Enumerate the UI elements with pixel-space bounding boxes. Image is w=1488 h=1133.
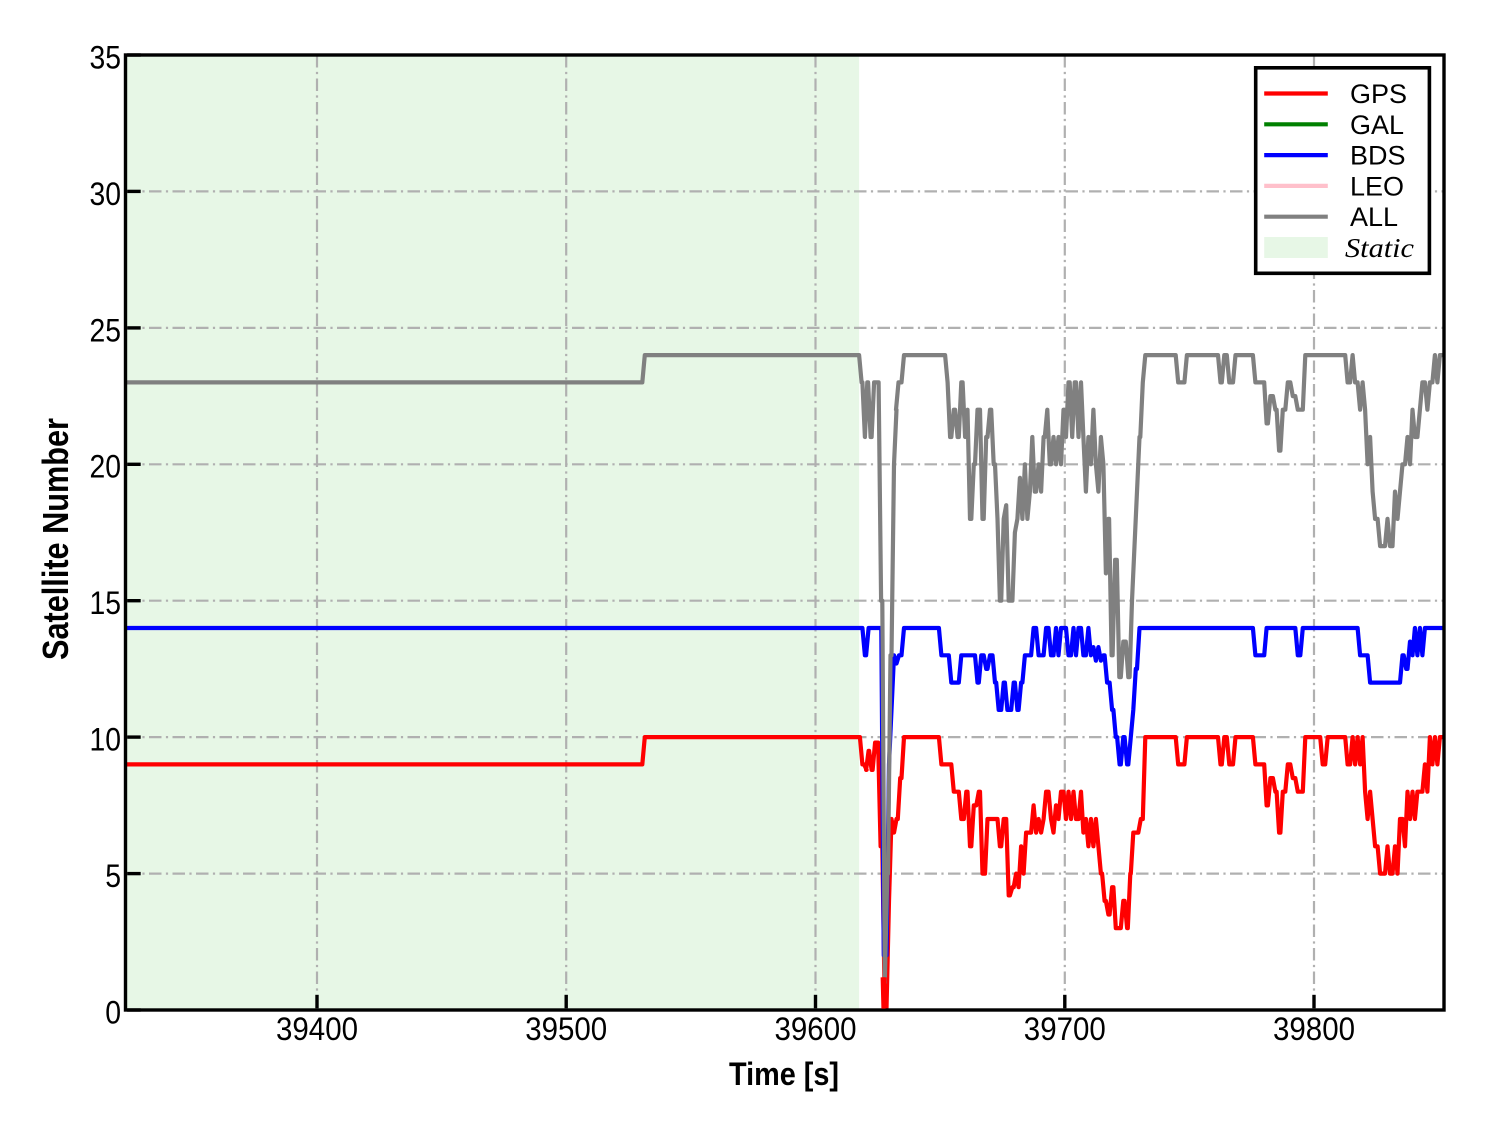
svg-text:39700: 39700 bbox=[1024, 1011, 1106, 1047]
svg-text:ALL: ALL bbox=[1350, 202, 1398, 232]
svg-text:BDS: BDS bbox=[1350, 141, 1406, 171]
svg-text:39600: 39600 bbox=[775, 1011, 857, 1047]
svg-text:Time [s]: Time [s] bbox=[729, 1056, 839, 1092]
svg-text:GAL: GAL bbox=[1350, 110, 1404, 140]
svg-text:20: 20 bbox=[90, 449, 122, 485]
svg-text:5: 5 bbox=[105, 858, 121, 894]
svg-text:Static: Static bbox=[1345, 233, 1414, 263]
svg-text:39400: 39400 bbox=[276, 1011, 358, 1047]
svg-text:30: 30 bbox=[90, 176, 122, 212]
svg-text:Satellite Number: Satellite Number bbox=[35, 418, 76, 660]
svg-text:GPS: GPS bbox=[1350, 79, 1407, 109]
svg-text:0: 0 bbox=[105, 994, 121, 1030]
svg-text:LEO: LEO bbox=[1350, 171, 1404, 201]
svg-text:25: 25 bbox=[90, 312, 122, 348]
svg-text:15: 15 bbox=[90, 585, 122, 621]
svg-text:35: 35 bbox=[90, 39, 122, 75]
svg-text:39800: 39800 bbox=[1273, 1011, 1355, 1047]
svg-text:10: 10 bbox=[90, 722, 122, 758]
svg-text:39500: 39500 bbox=[525, 1011, 607, 1047]
